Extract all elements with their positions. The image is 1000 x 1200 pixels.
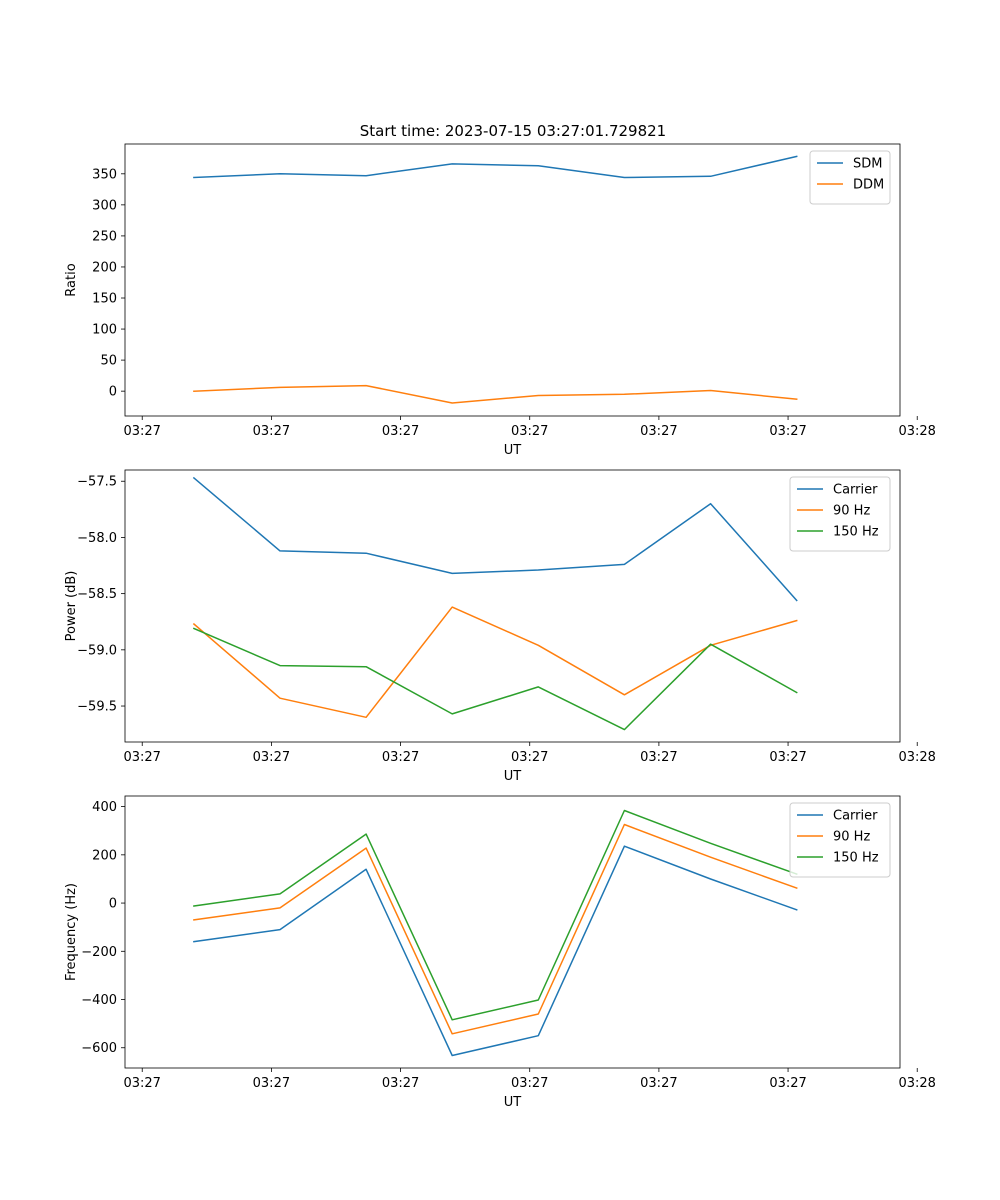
x-tick-label: 03:27 (123, 1076, 160, 1091)
y-axis-label: Ratio (64, 263, 79, 296)
y-tick-label: 350 (92, 167, 117, 182)
x-tick-label: 03:27 (640, 1076, 677, 1091)
x-tick-label: 03:27 (640, 750, 677, 765)
x-tick-label: 03:27 (511, 1076, 548, 1091)
chart-panel-2: 03:27 03:27 03:27 03:27 03:27 03:27 03:28 −59.5… (64, 469, 936, 784)
x-tick-label: 03:27 (769, 424, 806, 439)
legend: Carrier 90 Hz 150 Hz (789, 802, 891, 878)
series-line-carrier (193, 845, 798, 1057)
y-tick-label: 400 (92, 800, 117, 815)
series-line-90-hz (193, 823, 798, 1035)
legend-label: SDM (853, 157, 882, 172)
chart-panel-3: 03:27 03:27 03:27 03:27 03:27 03:27 03:28 −600 −… (64, 795, 936, 1110)
x-axis-label: UT (504, 1095, 522, 1110)
legend-label: DDM (853, 178, 884, 193)
y-tick-label: −59.0 (77, 643, 117, 658)
x-tick-label: 03:27 (769, 1076, 806, 1091)
chart-panel-1: 03:27 03:27 03:27 03:27 03:27 03:27 03:28 0 50 10… (64, 143, 936, 458)
y-tick-label: 50 (100, 354, 117, 369)
x-tick-label: 03:27 (123, 750, 160, 765)
plots: 03:27 03:27 03:27 03:27 03:27 03:27 03:28 0 50 10… (64, 143, 936, 1110)
x-axis-label: UT (504, 443, 522, 458)
x-tick-label: 03:27 (640, 424, 677, 439)
y-tick-label: −200 (81, 945, 117, 960)
y-axis-label: Frequency (Hz) (64, 883, 79, 981)
x-tick-label: 03:27 (382, 750, 419, 765)
series-line-90-hz (192, 606, 798, 719)
legend-box (809, 150, 891, 205)
x-tick-label: 03:27 (123, 424, 160, 439)
x-tick-label: 03:27 (253, 750, 290, 765)
legend-label: 90 Hz (833, 504, 870, 519)
legend-box (789, 476, 891, 552)
y-tick-label: −600 (81, 1041, 117, 1056)
series-line-150-hz (192, 627, 798, 731)
legend-label: 150 Hz (833, 525, 879, 540)
x-tick-label: 03:28 (898, 424, 935, 439)
y-tick-label: −59.5 (77, 700, 117, 715)
x-axis-label: UT (504, 769, 522, 784)
legend: SDM DDM (809, 150, 891, 205)
y-tick-label: 200 (92, 260, 117, 275)
legend: Carrier 90 Hz 150 Hz (789, 476, 891, 552)
y-tick-label: −57.5 (77, 475, 117, 490)
series-line-150-hz (193, 809, 798, 1021)
x-tick-label: 03:27 (382, 424, 419, 439)
y-tick-label: 200 (92, 848, 117, 863)
series-line-ddm (193, 384, 798, 404)
x-tick-label: 03:27 (253, 424, 290, 439)
y-tick-label: −58.0 (77, 531, 117, 546)
legend-box (789, 802, 891, 878)
y-tick-label: −58.5 (77, 587, 117, 602)
y-tick-label: 150 (92, 292, 117, 307)
y-tick-label: 250 (92, 229, 117, 244)
legend-label: 90 Hz (833, 830, 870, 845)
legend-label: Carrier (833, 483, 878, 498)
series-line-carrier (192, 476, 798, 602)
axes-frame (124, 469, 901, 743)
y-tick-label: −400 (81, 993, 117, 1008)
x-tick-label: 03:27 (769, 750, 806, 765)
x-tick-label: 03:27 (511, 424, 548, 439)
y-tick-label: 300 (92, 198, 117, 213)
series-line-sdm (193, 155, 798, 179)
axes-frame (124, 795, 901, 1069)
x-tick-label: 03:28 (898, 1076, 935, 1091)
x-tick-label: 03:27 (253, 1076, 290, 1091)
y-tick-label: 100 (92, 323, 117, 338)
series-lines (193, 155, 798, 404)
x-tick-label: 03:27 (511, 750, 548, 765)
legend-label: Carrier (833, 809, 878, 824)
x-tick-label: 03:27 (382, 1076, 419, 1091)
x-tick-label: 03:28 (898, 750, 935, 765)
figure-title: Start time: 2023-07-15 03:27:01.729821 (360, 122, 666, 140)
y-axis-label: Power (dB) (64, 571, 79, 642)
series-lines (192, 476, 798, 731)
y-tick-label: 0 (109, 385, 117, 400)
legend-label: 150 Hz (833, 851, 879, 866)
series-lines (193, 809, 798, 1057)
axes-frame (124, 143, 901, 417)
y-tick-label: 0 (109, 897, 117, 912)
